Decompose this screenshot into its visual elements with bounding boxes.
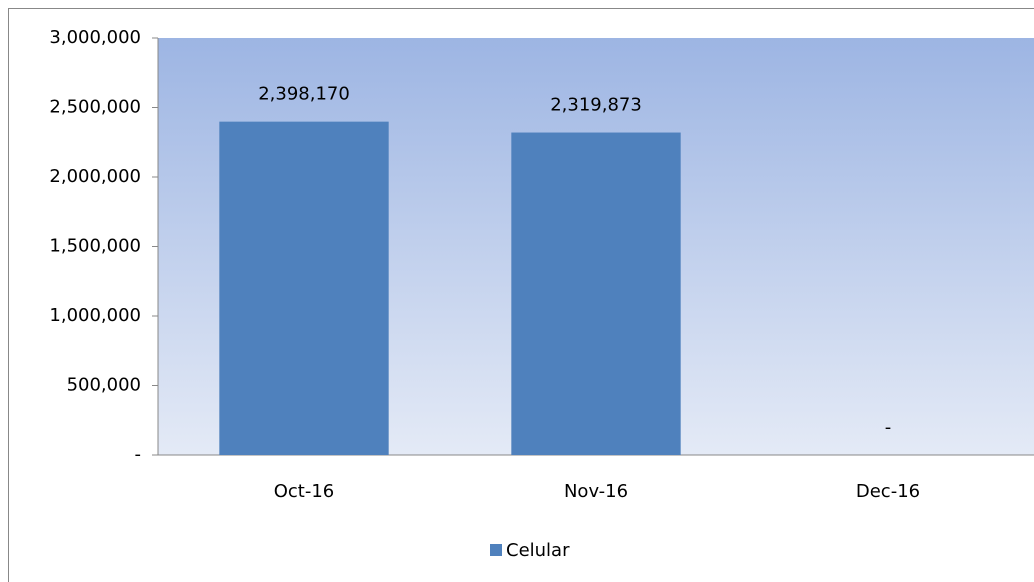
- value-label: 2,398,170: [258, 84, 350, 105]
- legend-swatch: [490, 544, 502, 556]
- value-label: 2,319,873: [550, 95, 642, 116]
- value-label: -: [885, 417, 892, 438]
- x-tick-label: Nov-16: [564, 481, 628, 502]
- y-tick-label: 3,000,000: [49, 27, 141, 48]
- bar: [219, 121, 389, 456]
- y-tick-label: 1,000,000: [49, 305, 141, 326]
- y-tick-label: 500,000: [67, 375, 141, 396]
- legend-label: Celular: [506, 540, 570, 561]
- y-tick-label: 2,500,000: [49, 97, 141, 118]
- y-tick-label: 1,500,000: [49, 236, 141, 257]
- y-tick-label: 2,000,000: [49, 166, 141, 187]
- x-tick-label: Oct-16: [274, 481, 335, 502]
- x-tick-label: Dec-16: [856, 481, 920, 502]
- bar: [511, 132, 681, 455]
- y-tick-label: -: [135, 444, 142, 465]
